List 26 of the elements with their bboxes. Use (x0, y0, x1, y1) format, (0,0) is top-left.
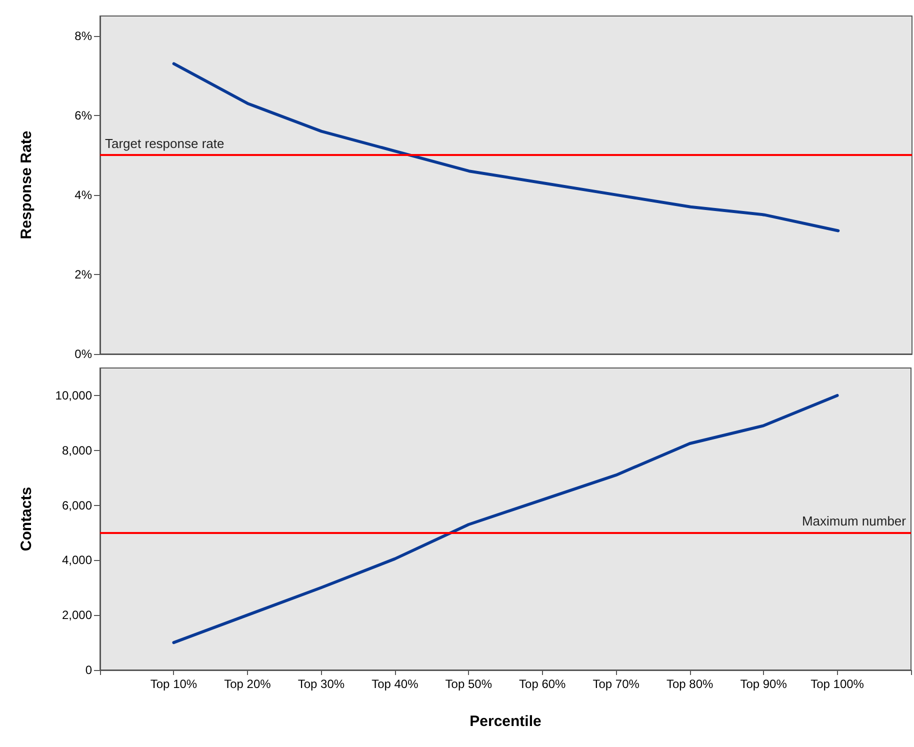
y-axis-title: Response Rate (18, 130, 35, 240)
y-tick-label: 0% (74, 347, 92, 361)
y-tick-label: 8,000 (62, 443, 92, 458)
x-tick-label: Top 60% (519, 677, 566, 691)
x-axis-title: Percentile (470, 713, 542, 730)
x-tick-label: Top 70% (592, 677, 640, 691)
x-tick-label: Top 40% (372, 677, 419, 691)
x-tick-label: Top 100% (810, 677, 864, 691)
x-tick-label: Top 80% (666, 677, 714, 691)
y-tick-label: 4% (74, 188, 92, 202)
y-tick-label: 2% (74, 267, 92, 282)
ref-line-label: Maximum number (802, 514, 907, 529)
x-tick-label: Top 10% (150, 677, 198, 691)
ref-line-label: Target response rate (105, 136, 224, 152)
x-tick-label: Top 20% (224, 677, 272, 691)
y-axis-title: Contacts (18, 486, 35, 552)
y-tick-label: 8% (74, 28, 92, 43)
y-tick-label: 2,000 (62, 608, 92, 622)
x-tick-label: Top 90% (740, 677, 788, 691)
y-tick-label: 6% (74, 108, 92, 122)
y-tick-label: 10,000 (55, 388, 92, 402)
y-tick-label: 0 (85, 663, 92, 677)
x-tick-label: Top 50% (445, 677, 492, 691)
y-tick-label: 6,000 (62, 498, 92, 512)
x-tick-label: Top 30% (298, 677, 345, 691)
y-tick-label: 4,000 (62, 553, 92, 568)
